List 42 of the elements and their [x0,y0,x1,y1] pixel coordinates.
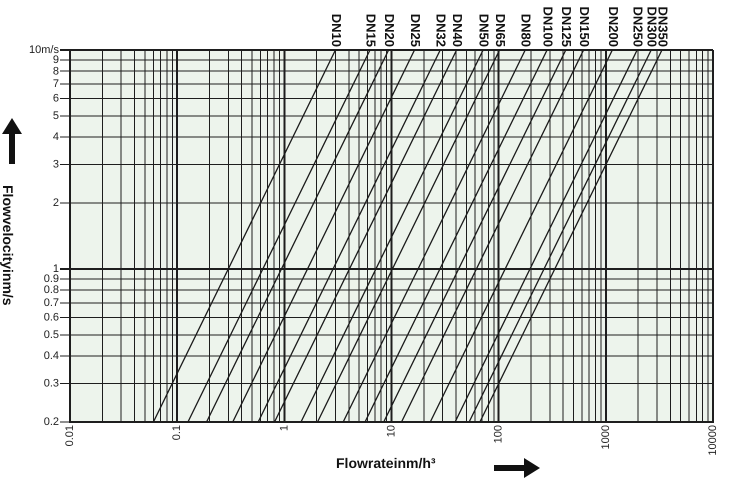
x-tick-label: 10000 [707,425,720,456]
text: DN200 [606,6,621,47]
y-tick-label: 9 [52,54,59,66]
text: DN50 [476,14,492,47]
text: DN20 [382,14,398,47]
text: DN150 [577,6,592,47]
y-tick-label: 7 [52,78,59,90]
text: DN65 [493,14,508,47]
y-tick-label: 0.8 [44,284,59,296]
y-tick-label: 1 [52,262,59,275]
y-tick-label: 2 [52,197,59,210]
text: DN15 [363,14,378,47]
y-tick-label: 0.9 [44,273,59,286]
x-tick-label: 1000 [600,425,612,450]
text: DN100 [540,6,556,47]
y-tick-label: 8 [52,65,59,78]
x-tick-label: 10 [386,425,398,438]
text: DN80 [518,14,534,47]
y-tick-label: 0.7 [44,296,59,309]
x-tick-label: 100 [492,425,505,444]
text: DN350 [655,6,670,47]
y-tick-label: 3 [52,158,59,171]
y-tick-label: 0.6 [44,312,59,324]
y-tick-label: 0.4 [44,350,59,362]
y-tick-label: 6 [52,92,59,105]
x-tick-label: 0.01 [64,425,76,446]
y-tick-label: 4 [52,131,59,144]
text: DN10 [328,14,344,47]
text: DN32 [434,14,449,47]
y-tick-label: 10m/s [29,44,60,56]
text: DN40 [450,14,466,47]
y-tick-label: 0.5 [44,328,59,341]
y-axis-title: Flowvelocityinm/s [0,185,16,306]
text: DN25 [408,14,423,47]
text: DN125 [559,6,574,47]
y-tick-label: 0.2 [44,416,59,428]
x-axis-title: Flowrateinm/h³ [336,455,436,471]
y-tick-label: 0.3 [44,377,59,390]
x-tick-label: 0.1 [171,425,184,440]
y-tick-label: 5 [52,110,59,122]
x-tick-label: 1 [278,425,290,432]
text: DN250 [630,6,646,47]
